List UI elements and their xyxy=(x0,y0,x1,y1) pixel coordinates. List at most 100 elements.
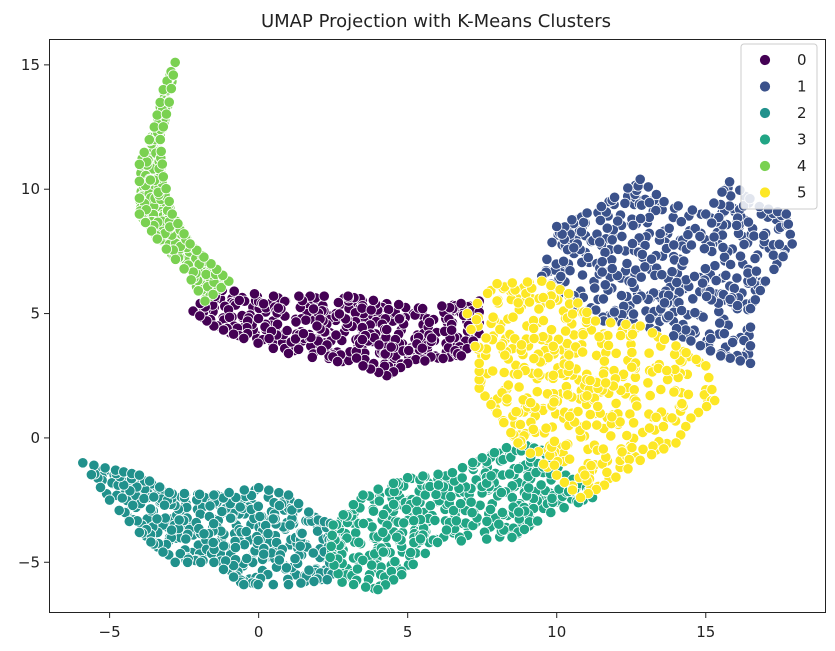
point-cluster-5 xyxy=(593,331,605,343)
point-cluster-2 xyxy=(258,548,270,560)
point-cluster-1 xyxy=(582,251,594,264)
point-cluster-4 xyxy=(154,133,166,146)
point-cluster-4 xyxy=(205,258,217,270)
point-cluster-0 xyxy=(382,303,395,316)
x-tick-label: 5 xyxy=(403,623,413,641)
legend-label: 5 xyxy=(797,184,807,202)
point-cluster-2 xyxy=(282,578,295,591)
point-cluster-5 xyxy=(563,410,576,422)
point-cluster-3 xyxy=(535,479,547,491)
point-cluster-0 xyxy=(267,342,279,354)
point-cluster-5 xyxy=(544,298,556,310)
point-cluster-3 xyxy=(389,555,401,568)
point-cluster-3 xyxy=(466,507,478,519)
point-cluster-5 xyxy=(527,322,540,334)
point-cluster-3 xyxy=(387,477,399,489)
point-cluster-5 xyxy=(626,361,638,373)
point-cluster-2 xyxy=(151,513,163,525)
point-cluster-3 xyxy=(411,495,423,507)
point-cluster-5 xyxy=(566,308,579,320)
point-cluster-3 xyxy=(456,472,468,484)
point-cluster-5 xyxy=(479,390,491,402)
point-cluster-3 xyxy=(357,554,369,566)
point-cluster-5 xyxy=(559,325,572,337)
point-cluster-4 xyxy=(155,145,167,157)
point-cluster-3 xyxy=(503,468,516,480)
point-cluster-2 xyxy=(182,556,194,568)
point-cluster-1 xyxy=(749,252,761,265)
point-cluster-2 xyxy=(178,487,190,500)
point-cluster-5 xyxy=(657,420,670,433)
point-cluster-5 xyxy=(646,327,659,339)
point-cluster-1 xyxy=(578,216,590,228)
point-cluster-5 xyxy=(584,408,596,421)
point-cluster-2 xyxy=(94,481,107,493)
point-cluster-4 xyxy=(169,56,181,69)
point-cluster-5 xyxy=(523,296,536,308)
point-cluster-1 xyxy=(557,255,570,267)
point-cluster-1 xyxy=(599,279,611,291)
point-cluster-5 xyxy=(692,406,705,418)
point-cluster-1 xyxy=(773,238,785,250)
point-cluster-1 xyxy=(675,304,688,317)
point-cluster-5 xyxy=(620,318,632,330)
point-cluster-0 xyxy=(194,310,206,322)
point-cluster-5 xyxy=(498,416,510,429)
point-cluster-2 xyxy=(225,512,237,524)
point-cluster-5 xyxy=(572,405,584,418)
point-cluster-2 xyxy=(116,492,128,504)
point-cluster-1 xyxy=(710,274,722,287)
point-cluster-2 xyxy=(273,499,285,512)
point-cluster-5 xyxy=(601,466,613,478)
point-cluster-0 xyxy=(318,290,330,302)
point-cluster-2 xyxy=(217,563,230,576)
plot-frame xyxy=(49,39,826,613)
point-cluster-0 xyxy=(281,324,293,337)
point-cluster-3 xyxy=(347,578,360,591)
point-cluster-4 xyxy=(160,243,172,255)
legend-marker xyxy=(759,107,771,119)
point-cluster-3 xyxy=(467,456,479,469)
point-cluster-4 xyxy=(157,121,169,133)
point-cluster-4 xyxy=(215,281,227,294)
point-cluster-5 xyxy=(616,446,628,458)
point-cluster-5 xyxy=(470,314,483,326)
point-cluster-5 xyxy=(602,339,615,351)
point-cluster-0 xyxy=(356,302,368,314)
legend-marker xyxy=(759,160,771,172)
point-cluster-0 xyxy=(228,285,240,297)
point-cluster-1 xyxy=(750,265,763,277)
point-cluster-3 xyxy=(481,533,493,545)
point-cluster-0 xyxy=(289,333,302,345)
point-cluster-0 xyxy=(385,341,397,353)
point-cluster-3 xyxy=(405,546,417,559)
point-cluster-2 xyxy=(216,505,228,518)
point-cluster-2 xyxy=(174,548,186,560)
point-cluster-4 xyxy=(163,96,175,108)
legend-label: 4 xyxy=(797,157,807,175)
point-cluster-5 xyxy=(551,469,563,481)
point-cluster-0 xyxy=(356,333,368,346)
point-cluster-1 xyxy=(608,306,620,318)
point-cluster-0 xyxy=(306,351,318,363)
point-cluster-1 xyxy=(734,355,746,367)
point-cluster-0 xyxy=(342,290,354,302)
point-cluster-5 xyxy=(627,417,640,429)
legend-marker xyxy=(759,133,771,146)
point-cluster-1 xyxy=(777,251,789,263)
point-cluster-1 xyxy=(678,255,690,267)
point-cluster-0 xyxy=(271,318,284,330)
point-cluster-5 xyxy=(481,287,494,299)
point-cluster-4 xyxy=(144,174,156,186)
point-cluster-4 xyxy=(199,295,211,307)
point-cluster-3 xyxy=(440,524,453,536)
point-cluster-1 xyxy=(551,220,563,233)
point-cluster-3 xyxy=(523,482,535,494)
point-cluster-3 xyxy=(357,517,369,530)
point-cluster-5 xyxy=(461,307,473,320)
point-cluster-1 xyxy=(634,173,646,185)
point-cluster-5 xyxy=(621,429,633,442)
point-cluster-2 xyxy=(148,491,160,503)
point-cluster-3 xyxy=(353,536,365,548)
point-cluster-2 xyxy=(158,499,171,511)
